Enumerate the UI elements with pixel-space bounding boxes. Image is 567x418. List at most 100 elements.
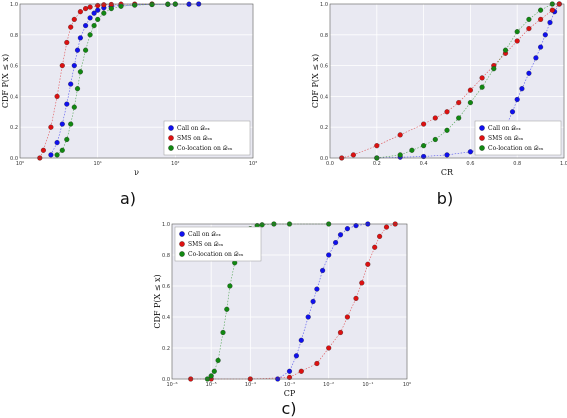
- y-axis-label-b: CDF P(X ≤ x): [311, 54, 320, 108]
- x-tick-label-b: 0.0: [326, 161, 334, 167]
- point-coloc-b: [526, 16, 532, 22]
- point-call-b: [538, 44, 544, 50]
- legend-label-call-b: Call on 𝒟ₑₓ: [488, 125, 521, 132]
- point-coloc-a: [132, 2, 138, 8]
- point-sms-a: [77, 9, 83, 15]
- point-sms-c: [286, 374, 293, 380]
- panel-c: 10⁻⁶ 10⁻⁵ 10⁻⁴ 10⁻³ 10⁻² 10⁻¹ 10⁰ 0.0 0.2 0.4 0.6 0…: [153, 221, 411, 398]
- y-tick-label-c: 0.0: [162, 377, 170, 383]
- y-axis-label-c: CDF P(X ≤ x): [153, 274, 162, 328]
- point-call-a: [64, 101, 70, 107]
- y-tick-label-a: 0.0: [10, 156, 18, 162]
- x-tick-label-c: 10⁻⁵: [206, 382, 217, 388]
- point-sms-c: [372, 244, 378, 250]
- point-sms-b: [432, 115, 438, 121]
- x-tick-label-c: 10⁻⁴: [245, 382, 256, 388]
- y-tick-label-a: 0.6: [10, 64, 18, 70]
- point-sms-a: [101, 2, 107, 8]
- y-tick-label-a: 0.8: [10, 33, 18, 39]
- point-coloc-c: [220, 329, 226, 336]
- legend-label-coloc-a: Co-location on 𝒟ₑₓ: [177, 145, 233, 152]
- point-coloc-a: [74, 86, 81, 92]
- point-call-a: [87, 15, 93, 21]
- point-sms-b: [350, 152, 356, 158]
- x-tick-label-a: 10⁰: [16, 161, 24, 167]
- point-call-a: [48, 152, 54, 158]
- point-call-c: [333, 240, 339, 246]
- point-call-b: [533, 55, 539, 61]
- point-sms-b: [526, 26, 532, 32]
- point-coloc-b: [444, 127, 450, 133]
- point-sms-b: [397, 132, 403, 138]
- x-axis-label-b: CR: [441, 168, 454, 177]
- x-tick-label-b: 1.0: [560, 161, 567, 167]
- y-tick-label-b: 0.0: [320, 156, 328, 162]
- point-call-b: [444, 152, 450, 158]
- point-sms-a: [48, 124, 54, 130]
- legend-box-c: [174, 226, 262, 262]
- point-sms-b: [456, 100, 462, 106]
- point-sms-c: [326, 345, 332, 351]
- legend-marker-coloc-b: [479, 145, 485, 151]
- legend-marker-call-a: [168, 125, 174, 131]
- point-call-a: [77, 35, 83, 41]
- point-sms-c: [359, 280, 365, 286]
- point-coloc-a: [149, 1, 155, 8]
- legend-box-b: [474, 120, 562, 156]
- point-sms-b: [538, 16, 544, 22]
- point-sms-a: [64, 39, 70, 46]
- x-axis-label-c: CP: [284, 389, 296, 398]
- legend-marker-call-b: [479, 125, 485, 131]
- x-tick-label-a: 10³: [249, 161, 257, 167]
- point-coloc-b: [479, 84, 485, 90]
- point-sms-c: [314, 360, 320, 367]
- point-coloc-c: [215, 357, 221, 363]
- point-call-a: [83, 23, 89, 29]
- point-call-b: [467, 149, 473, 155]
- legend-label-coloc-b: Co-location on 𝒟ₑₓ: [488, 145, 544, 152]
- point-coloc-a: [77, 69, 83, 75]
- x-tick-label-b: 0.2: [373, 161, 381, 167]
- point-sms-c: [337, 329, 344, 336]
- x-tick-label-b: 0.4: [420, 161, 428, 167]
- point-coloc-a: [71, 104, 77, 110]
- point-coloc-a: [101, 10, 107, 16]
- point-coloc-b: [421, 143, 427, 149]
- point-sms-b: [467, 87, 473, 93]
- y-tick-label-c: 0.6: [162, 284, 170, 290]
- point-coloc-b: [514, 29, 520, 35]
- series-line-coloc-a: [56, 3, 176, 156]
- series-line-coloc-b: [376, 3, 553, 159]
- point-sms-c: [353, 295, 359, 301]
- point-sms-a: [71, 16, 77, 22]
- y-tick-label-c: 0.8: [162, 253, 170, 259]
- point-call-b: [519, 86, 525, 92]
- point-call-a: [95, 7, 101, 13]
- y-tick-label-c: 0.2: [162, 346, 170, 352]
- panel-a: 10⁰ 10¹ 10² 10³ 0.0 0.2 0.4 0.6 0.8 1.0 ν CDF P(X ≤…: [1, 1, 257, 177]
- legend-label-coloc-c: Co-location on 𝒟ₑₓ: [188, 251, 244, 258]
- x-tick-label-b: 0.6: [466, 161, 474, 167]
- legend-label-sms-c: SMS on 𝒟ₑₓ: [188, 241, 224, 248]
- point-call-c: [305, 314, 311, 320]
- point-call-c: [310, 298, 316, 305]
- point-call-c: [298, 337, 304, 343]
- y-tick-label-b: 0.2: [320, 125, 328, 131]
- point-sms-c: [344, 314, 350, 320]
- legend-label-sms-b: SMS on 𝒟ₑₓ: [488, 135, 524, 142]
- plot-border-c: [171, 223, 408, 380]
- point-call-a: [68, 81, 74, 87]
- x-tick-label-a: 10²: [171, 161, 179, 167]
- point-call-c: [326, 252, 332, 258]
- point-coloc-b: [409, 147, 415, 153]
- panel-b: 0.0 0.2 0.4 0.6 0.8 1.0 0.0 0.2 0.4 0.6 0.8 1.0 CR CD…: [311, 1, 567, 177]
- point-coloc-c: [259, 222, 265, 228]
- point-coloc-b: [456, 115, 462, 121]
- point-sms-b: [374, 143, 380, 149]
- y-tick-label-b: 0.6: [320, 64, 328, 70]
- point-coloc-a: [87, 32, 93, 38]
- point-coloc-a: [95, 16, 101, 22]
- point-call-b: [542, 32, 548, 38]
- y-tick-label-b: 0.8: [320, 33, 328, 39]
- point-sms-b: [444, 109, 450, 115]
